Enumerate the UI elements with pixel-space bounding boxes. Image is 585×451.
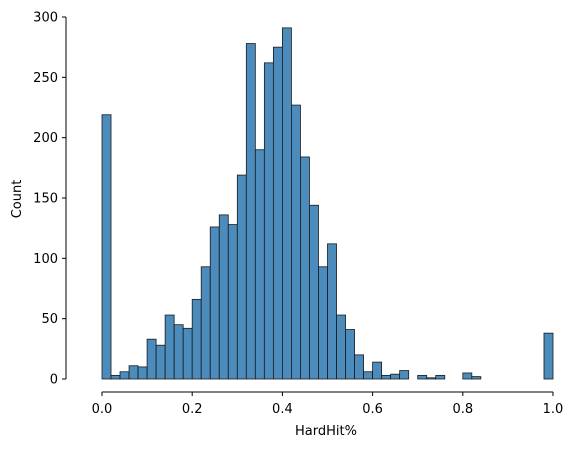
histogram-bar xyxy=(543,332,554,380)
y-tick-label: 300 xyxy=(33,11,58,26)
y-tick-label: 100 xyxy=(33,252,58,267)
histogram-bar xyxy=(191,298,202,380)
histogram-bar xyxy=(254,149,265,380)
histogram-bar xyxy=(227,224,238,380)
histogram-bar xyxy=(119,371,130,380)
histogram-bar xyxy=(236,174,247,380)
x-tick-label: 1.0 xyxy=(543,402,564,417)
histogram-bar xyxy=(336,314,346,380)
x-axis-label: HardHit% xyxy=(295,424,357,439)
histogram-bar xyxy=(390,373,401,380)
y-tick-label: 200 xyxy=(33,131,58,146)
histogram-bar xyxy=(146,338,157,380)
histogram-bar xyxy=(291,104,301,380)
histogram-bar xyxy=(381,374,392,380)
histogram-bar xyxy=(245,43,256,380)
histogram-bar xyxy=(309,204,319,380)
y-tick-label: 250 xyxy=(33,71,58,86)
histogram-bar xyxy=(462,372,473,380)
ticks-layer: 0 50 100 150 200 250 300 0.0 0.2 0.4 0.6 0.8 1.0 xyxy=(33,11,563,418)
histogram-bar xyxy=(354,354,364,380)
y-tick-label: 0 xyxy=(50,373,58,388)
x-tick-label: 0.4 xyxy=(272,402,293,417)
histogram-bar xyxy=(417,374,428,380)
histogram-bar xyxy=(300,156,310,380)
histogram-bar xyxy=(426,377,437,380)
histogram-bar xyxy=(471,376,482,380)
histogram-bar xyxy=(399,370,410,380)
histogram-bar xyxy=(209,226,220,380)
bars-layer xyxy=(101,27,554,380)
histogram-bar xyxy=(327,243,337,380)
histogram-bar xyxy=(182,327,193,380)
histogram-bar xyxy=(435,374,446,380)
histogram-bar xyxy=(128,365,139,380)
histogram-bar xyxy=(137,366,148,380)
histogram-bar xyxy=(263,62,274,380)
histogram-bar xyxy=(110,374,121,380)
x-tick-label: 0.8 xyxy=(452,402,473,417)
histogram-bar xyxy=(272,46,283,380)
histogram-bar xyxy=(164,314,175,380)
histogram-bar xyxy=(173,324,184,380)
x-tick-label: 0.0 xyxy=(92,402,113,417)
histogram-bar xyxy=(345,329,355,380)
histogram-bar xyxy=(218,214,229,380)
histogram-bar xyxy=(363,371,373,380)
histogram-bar xyxy=(200,266,211,380)
y-axis-label: Count xyxy=(10,180,25,219)
histogram-bar xyxy=(372,361,383,380)
y-tick-label: 150 xyxy=(33,192,58,207)
histogram-bar xyxy=(318,266,328,380)
histogram-bar xyxy=(281,27,292,380)
x-tick-label: 0.6 xyxy=(362,402,383,417)
x-tick-label: 0.2 xyxy=(182,402,203,417)
histogram-bar xyxy=(155,344,166,380)
histogram-bar xyxy=(101,114,112,380)
y-tick-label: 50 xyxy=(41,312,58,327)
